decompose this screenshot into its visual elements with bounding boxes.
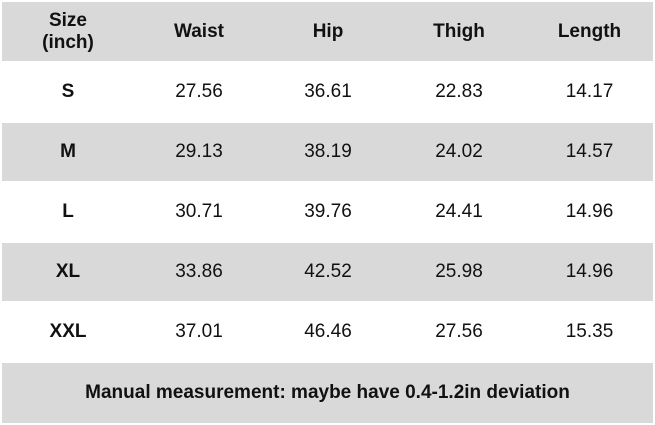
header-cell: Thigh xyxy=(433,20,485,42)
value-cell: 25.98 xyxy=(435,261,483,282)
size-cell: M xyxy=(60,141,76,162)
value-cell: 24.41 xyxy=(435,201,483,222)
value-cell: 27.56 xyxy=(435,321,483,342)
size-cell: XL xyxy=(55,261,81,282)
size-cell: XXL xyxy=(49,321,87,342)
value-cell: 29.13 xyxy=(175,141,223,162)
value-cell: 14.96 xyxy=(565,201,614,222)
value-cell: 14.57 xyxy=(565,141,614,162)
table-row: XXL 37.01 46.46 27.56 15.35 xyxy=(2,303,653,361)
value-cell: 42.52 xyxy=(304,261,352,282)
header-row: Size (inch) Waist Hip Thigh Length xyxy=(2,2,653,61)
header-cell: Length xyxy=(557,20,622,42)
header-cell: Waist xyxy=(174,20,224,42)
value-cell: 30.71 xyxy=(175,201,223,222)
value-cell: 38.19 xyxy=(304,141,352,162)
footer-note: Manual measurement: maybe have 0.4-1.2in… xyxy=(2,363,653,423)
size-cell: L xyxy=(62,201,74,222)
header-cell: Size (inch) xyxy=(42,9,94,53)
table-row: S 27.56 36.61 22.83 14.17 xyxy=(2,63,653,121)
value-cell: 15.35 xyxy=(565,321,614,342)
value-cell: 37.01 xyxy=(175,321,223,342)
header-cell: Hip xyxy=(312,20,344,42)
table-row: XL 33.86 42.52 25.98 14.96 xyxy=(2,243,653,301)
value-cell: 36.61 xyxy=(304,81,352,102)
value-cell: 27.56 xyxy=(175,81,223,102)
size-cell: S xyxy=(61,81,75,102)
value-cell: 39.76 xyxy=(304,201,352,222)
table-row: L 30.71 39.76 24.41 14.96 xyxy=(2,183,653,241)
value-cell: 14.96 xyxy=(565,261,614,282)
table-row: M 29.13 38.19 24.02 14.57 xyxy=(2,123,653,181)
value-cell: 46.46 xyxy=(304,321,352,342)
value-cell: 24.02 xyxy=(435,141,483,162)
value-cell: 33.86 xyxy=(175,261,223,282)
value-cell: 22.83 xyxy=(435,81,483,102)
value-cell: 14.17 xyxy=(565,81,614,102)
